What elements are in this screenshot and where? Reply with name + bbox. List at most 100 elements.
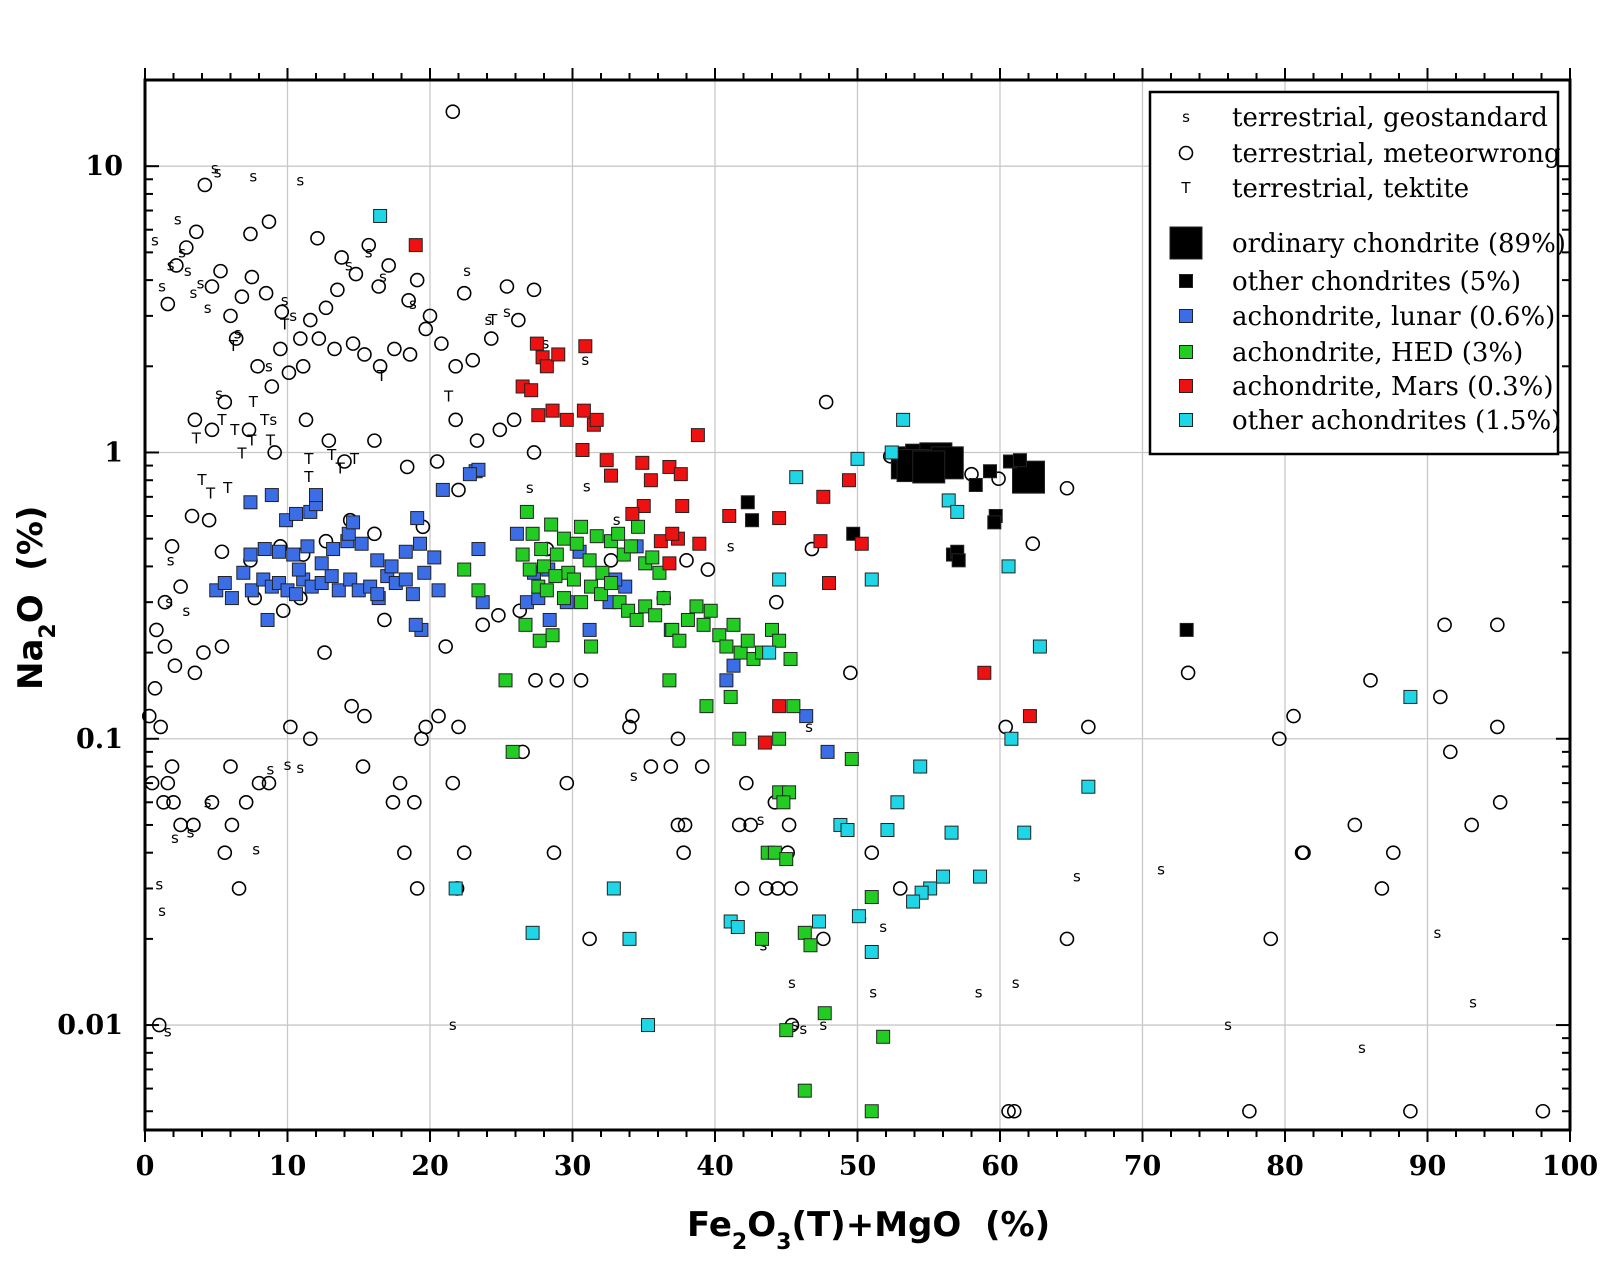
- point-terrestrial-meteorwrong: [392, 775, 408, 791]
- point-terrestrial-tektite: T: [265, 432, 276, 450]
- point-achondrite-hed-3: [505, 744, 520, 759]
- point-other-chondrites-5: [740, 495, 755, 510]
- point-achondrite-lunar-0-6: [398, 544, 413, 559]
- point-achondrite-mars-0-3: [772, 511, 787, 526]
- point-terrestrial-meteorwrong: [422, 308, 438, 324]
- point-achondrite-hed-3: [740, 633, 755, 648]
- point-terrestrial-meteorwrong: [330, 282, 345, 298]
- point-other-achondrites-1-5: [525, 925, 540, 940]
- point-achondrite-hed-3: [457, 562, 472, 577]
- point-terrestrial-meteorwrong: [258, 285, 274, 301]
- point-achondrite-mars-0-3: [551, 347, 566, 362]
- point-achondrite-hed-3: [556, 591, 571, 606]
- point-achondrite-hed-3: [522, 562, 537, 577]
- point-terrestrial-tektite: T: [376, 367, 387, 385]
- point-terrestrial-geostandard: s: [214, 164, 222, 182]
- point-achondrite-lunar-0-6: [509, 526, 524, 541]
- point-terrestrial-geostandard: s: [234, 325, 242, 343]
- point-terrestrial-geostandard: s: [215, 385, 223, 403]
- point-achondrite-hed-3: [783, 651, 798, 666]
- point-terrestrial-geostandard: s: [265, 357, 273, 375]
- x-tick-label: 100: [1542, 1151, 1598, 1182]
- point-terrestrial-meteorwrong: [173, 817, 188, 833]
- point-terrestrial-geostandard: s: [727, 537, 735, 555]
- point-terrestrial-meteorwrong: [204, 794, 220, 810]
- point-achondrite-hed-3: [797, 925, 812, 940]
- point-terrestrial-meteorwrong: [663, 759, 679, 774]
- point-terrestrial-meteorwrong: [445, 104, 461, 119]
- point-achondrite-lunar-0-6: [271, 544, 286, 559]
- point-achondrite-lunar-0-6: [431, 583, 446, 598]
- legend-label: achondrite, HED (3%): [1232, 338, 1523, 368]
- point-achondrite-lunar-0-6: [236, 565, 251, 580]
- point-achondrite-hed-3: [765, 622, 779, 637]
- point-achondrite-mars-0-3: [539, 359, 554, 374]
- point-achondrite-lunar-0-6: [435, 482, 450, 497]
- point-terrestrial-geostandard: s: [1469, 993, 1477, 1011]
- point-achondrite-mars-0-3: [665, 526, 680, 541]
- point-terrestrial-meteorwrong: [318, 533, 334, 549]
- point-terrestrial-meteorwrong: [189, 224, 204, 240]
- point-other-achondrites-1-5: [864, 944, 879, 959]
- point-achondrite-mars-0-3: [822, 576, 836, 591]
- point-terrestrial-meteorwrong: [372, 358, 388, 374]
- point-terrestrial-meteorwrong: [204, 422, 220, 438]
- point-terrestrial-meteorwrong: [250, 358, 265, 374]
- point-achondrite-hed-3: [539, 583, 554, 598]
- point-achondrite-hed-3: [584, 639, 599, 654]
- point-terrestrial-geostandard: s: [269, 411, 277, 429]
- point-other-achondrites-1-5: [622, 931, 637, 946]
- point-terrestrial-tektite: T: [487, 311, 498, 329]
- y-label-main: Na: [11, 639, 51, 690]
- point-terrestrial-tektite: T: [205, 484, 216, 502]
- point-terrestrial-meteorwrong: [302, 312, 318, 328]
- point-terrestrial-meteorwrong: [998, 719, 1014, 735]
- series-achondrite-lunar-0-6: [209, 462, 835, 759]
- legend-label: other chondrites (5%): [1232, 267, 1521, 297]
- point-terrestrial-geostandard: s: [1157, 860, 1165, 878]
- point-terrestrial-tektite: T: [349, 450, 360, 468]
- point-terrestrial-meteorwrong: [302, 731, 318, 747]
- point-terrestrial-meteorwrong: [700, 562, 716, 577]
- point-terrestrial-meteorwrong: [843, 665, 858, 681]
- point-terrestrial-meteorwrong: [768, 594, 784, 610]
- point-terrestrial-meteorwrong: [357, 347, 372, 362]
- point-terrestrial-meteorwrong: [1242, 1103, 1257, 1119]
- y-tick-label: 1: [104, 437, 123, 468]
- point-other-achondrites-1-5: [950, 504, 965, 519]
- x-label-sub1: 2: [732, 1230, 747, 1255]
- point-terrestrial-geostandard: s: [296, 172, 304, 190]
- point-terrestrial-meteorwrong: [275, 603, 291, 619]
- y-tick-label: 10: [85, 151, 123, 182]
- point-achondrite-hed-3: [566, 572, 581, 587]
- point-achondrite-hed-3: [699, 699, 714, 714]
- point-terrestrial-meteorwrong: [223, 308, 238, 324]
- point-terrestrial-meteorwrong: [448, 412, 463, 428]
- point-other-achondrites-1-5: [973, 869, 988, 884]
- point-terrestrial-meteorwrong: [261, 214, 277, 229]
- point-achondrite-hed-3: [582, 553, 597, 568]
- point-other-achondrites-1-5: [1001, 559, 1016, 574]
- legend-marker: [1179, 274, 1193, 288]
- point-achondrite-hed-3: [569, 536, 584, 551]
- point-terrestrial-meteorwrong: [164, 759, 180, 774]
- point-terrestrial-geostandard: s: [879, 918, 887, 936]
- point-terrestrial-geostandard: s: [869, 983, 877, 1001]
- point-terrestrial-meteorwrong: [344, 698, 359, 714]
- point-terrestrial-geostandard: s: [757, 811, 765, 829]
- point-terrestrial-meteorwrong: [1490, 617, 1505, 633]
- point-terrestrial-meteorwrong: [409, 881, 425, 896]
- point-terrestrial-meteorwrong: [804, 541, 820, 557]
- point-terrestrial-geostandard: s: [171, 829, 179, 847]
- point-other-achondrites-1-5: [851, 909, 866, 924]
- point-achondrite-mars-0-3: [662, 556, 677, 571]
- point-achondrite-hed-3: [732, 731, 747, 746]
- point-achondrite-hed-3: [726, 617, 741, 632]
- point-terrestrial-meteorwrong: [603, 553, 619, 568]
- point-achondrite-hed-3: [629, 612, 644, 627]
- point-achondrite-hed-3: [786, 699, 801, 714]
- x-label-mid: O: [747, 1205, 776, 1245]
- point-other-achondrites-1-5: [864, 572, 879, 587]
- point-terrestrial-meteorwrong: [238, 794, 254, 810]
- point-terrestrial-tektite: T: [279, 315, 290, 333]
